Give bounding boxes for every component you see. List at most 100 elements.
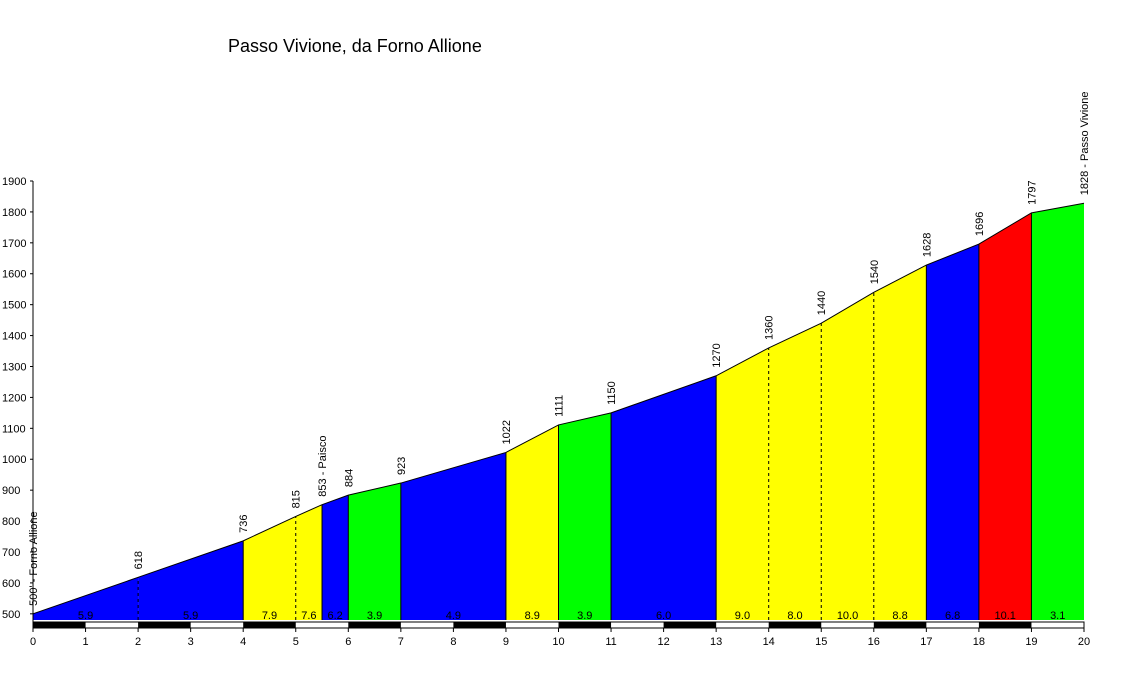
segment-area <box>295 504 323 620</box>
elevation-label: 1111 <box>554 395 566 417</box>
x-tick-label: 20 <box>1078 636 1090 648</box>
segment-area <box>505 424 559 620</box>
segment-area <box>138 540 244 620</box>
km-bar-block <box>558 622 612 628</box>
segment-area <box>33 577 139 620</box>
x-tick-label: 7 <box>398 636 404 648</box>
x-tick-label: 1 <box>82 636 88 648</box>
elevation-label: 1628 <box>921 233 933 257</box>
x-tick-label: 9 <box>503 636 509 648</box>
x-tick-label: 8 <box>450 636 456 648</box>
elevation-label: 923 <box>396 457 408 475</box>
y-tick-label: 1100 <box>2 423 26 435</box>
km-bar-block <box>243 622 296 628</box>
elevation-label: 1797 <box>1026 180 1038 204</box>
x-tick-label: 17 <box>920 636 932 648</box>
km-bar-block <box>873 622 927 628</box>
km-bar-block <box>663 622 717 628</box>
y-tick-label: 1300 <box>2 361 26 373</box>
elevation-label: 1270 <box>711 343 723 367</box>
y-tick-label: 1200 <box>2 392 26 404</box>
gradient-label: 8.0 <box>787 610 802 622</box>
km-bar-block <box>348 622 401 628</box>
elevation-label: 884 <box>343 469 355 487</box>
km-bar-block <box>978 622 1032 628</box>
elevation-label: 1828 - Passo Vivione <box>1079 91 1091 195</box>
y-tick-label: 600 <box>2 578 20 590</box>
segment-area <box>873 265 927 620</box>
elevation-label: 853 - Paisco <box>317 436 329 497</box>
segment-area <box>400 452 506 620</box>
profile-line <box>32 202 1085 615</box>
km-bar-block <box>138 622 191 628</box>
gradient-label: 7.6 <box>301 610 316 622</box>
segment-area <box>821 292 874 620</box>
x-tick-label: 18 <box>973 636 985 648</box>
segment-area <box>243 516 296 620</box>
gradient-label: 3.9 <box>367 610 382 622</box>
x-tick-label: 19 <box>1025 636 1037 648</box>
x-tick-label: 3 <box>188 636 194 648</box>
x-tick-label: 4 <box>240 636 246 648</box>
y-tick-label: 1900 <box>2 176 26 188</box>
y-tick-label: 1800 <box>2 207 26 219</box>
gradient-label: 5.9 <box>78 610 93 622</box>
elevation-label: 1360 <box>764 315 776 339</box>
x-tick-label: 16 <box>868 636 880 648</box>
gradient-label: 6.8 <box>945 610 960 622</box>
km-bar-block <box>768 622 822 628</box>
segment-area <box>716 347 769 620</box>
segment-area <box>558 412 612 620</box>
gradient-label: 8.9 <box>525 610 540 622</box>
segment-area <box>322 495 349 620</box>
gradient-label: 5.9 <box>183 610 198 622</box>
gradient-label: 4.9 <box>446 610 461 622</box>
segment-area <box>926 244 979 620</box>
x-tick-label: 12 <box>657 636 669 648</box>
x-tick-label: 5 <box>293 636 299 648</box>
elevation-label: 1440 <box>816 291 828 315</box>
y-tick-label: 800 <box>2 516 20 528</box>
x-tick-label: 13 <box>710 636 722 648</box>
x-tick-label: 2 <box>135 636 141 648</box>
elevation-label: 500' - Forno Allione <box>28 511 40 605</box>
elevation-label: 618 <box>133 551 145 569</box>
gradient-label: 7.9 <box>262 610 277 622</box>
x-tick-label: 10 <box>552 636 564 648</box>
x-tick-label: 15 <box>815 636 827 648</box>
chart-title: Passo Vivione, da Forno Allione <box>228 36 482 56</box>
gradient-label: 6.2 <box>328 610 343 622</box>
segment-area <box>1031 203 1084 620</box>
elevation-label: 1022 <box>501 420 513 444</box>
x-tick-label: 11 <box>605 636 616 648</box>
km-bar-block <box>33 622 86 628</box>
x-tick-label: 0 <box>30 636 36 648</box>
y-tick-label: 1400 <box>2 331 26 343</box>
y-tick-label: 1000 <box>2 454 26 466</box>
gradient-label: 8.8 <box>892 610 907 622</box>
elevation-label: 815 <box>291 490 303 508</box>
segment-area <box>768 323 822 620</box>
segment-area <box>611 375 717 620</box>
y-tick-label: 1700 <box>2 238 26 250</box>
segment-area <box>978 212 1032 620</box>
elevation-label: 1540 <box>869 260 881 284</box>
km-bar-block <box>453 622 506 628</box>
gradient-label: 3.1 <box>1050 610 1065 622</box>
gradient-label: 9.0 <box>735 610 750 622</box>
gradient-label: 3.9 <box>577 610 592 622</box>
y-tick-label: 500 <box>2 609 20 621</box>
y-tick-label: 900 <box>2 485 20 497</box>
x-tick-label: 14 <box>763 636 775 648</box>
elevation-label: 1696 <box>974 212 986 236</box>
y-tick-label: 1500 <box>2 300 26 312</box>
x-tick-label: 6 <box>345 636 351 648</box>
y-tick-label: 700 <box>2 547 20 559</box>
elevation-label: 1150 <box>606 381 618 405</box>
segment-area <box>348 483 401 620</box>
gradient-label: 10.0 <box>837 610 858 622</box>
elevation-label: 736 <box>238 514 250 532</box>
gradient-label: 6.0 <box>656 610 671 622</box>
y-tick-label: 1600 <box>2 269 26 281</box>
